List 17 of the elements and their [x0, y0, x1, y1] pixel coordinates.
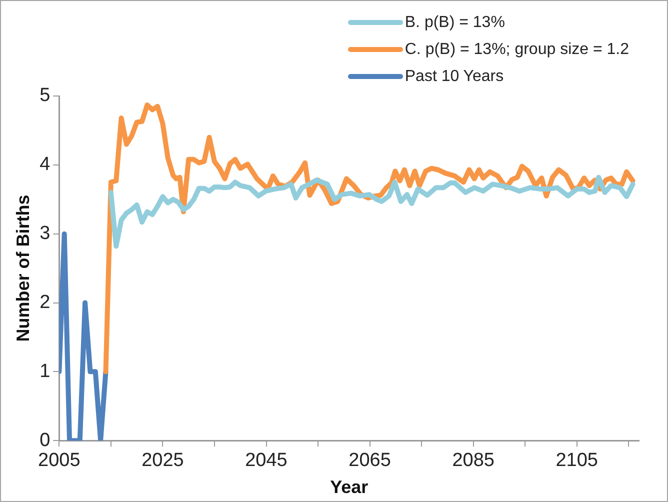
y-axis-title: Number of Births — [12, 194, 33, 342]
y-tick-label: 2 — [40, 292, 50, 313]
y-tick-label: 5 — [40, 85, 50, 106]
x-tick-label: 2085 — [452, 450, 494, 472]
x-axis-title: Year — [330, 477, 368, 498]
y-tick-label: 3 — [40, 223, 50, 244]
y-tick-label: 0 — [40, 430, 50, 451]
legend-label: B. p(B) = 13% — [404, 14, 505, 32]
x-tick-label: 2065 — [348, 450, 391, 472]
y-tick-label: 1 — [40, 360, 50, 382]
x-tick-label: 2045 — [245, 450, 288, 472]
x-tick-label: 2105 — [556, 450, 598, 472]
x-tick-label: 2025 — [142, 450, 184, 472]
y-tick-label: 4 — [40, 154, 51, 176]
x-tick-label: 2005 — [38, 450, 80, 472]
legend-label: Past 10 Years — [404, 68, 504, 86]
legend-label: C. p(B) = 13%; group size = 1.2 — [404, 40, 629, 58]
